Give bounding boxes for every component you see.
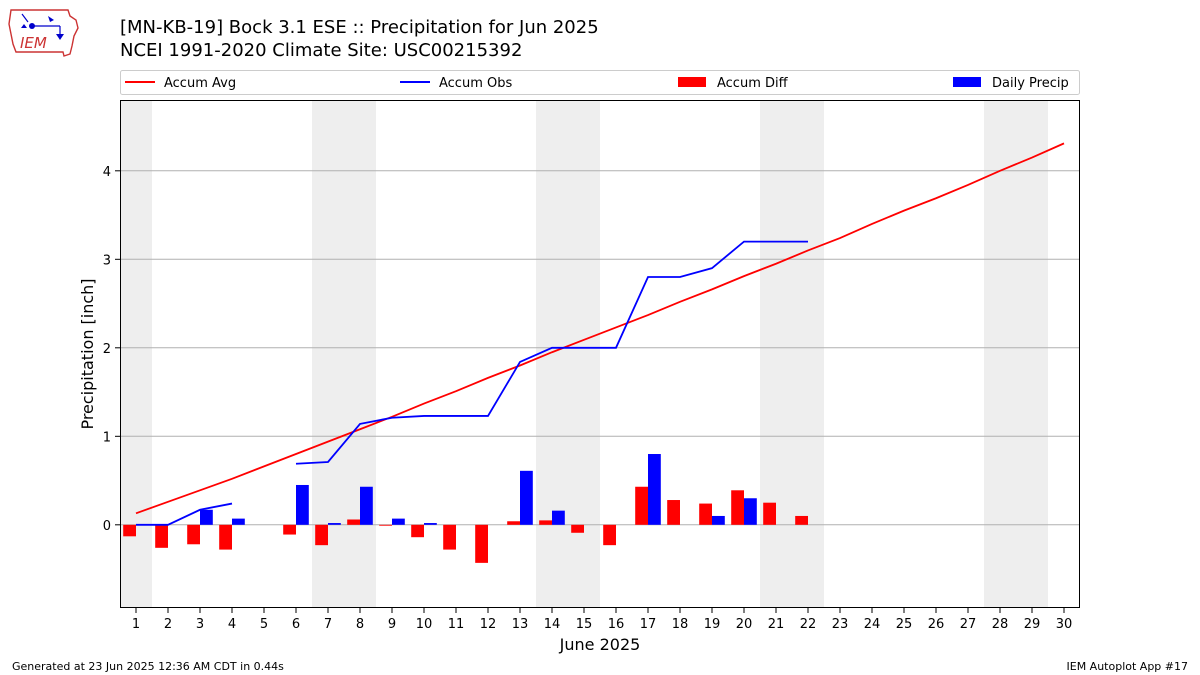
weekend-shade-day-14 <box>536 100 568 608</box>
x-tick-label-20: 20 <box>736 617 753 632</box>
weekend-shade-day-21 <box>760 100 792 608</box>
accum-diff-bar-day-8 <box>347 519 360 525</box>
accum-diff-bar-day-7 <box>315 524 328 546</box>
x-tick-label-28: 28 <box>992 617 1009 632</box>
weekend-shade-day-29 <box>1016 100 1048 608</box>
x-tick-label-25: 25 <box>896 617 913 632</box>
x-tick-label-7: 7 <box>324 617 332 632</box>
weekend-shade-day-15 <box>568 100 600 608</box>
legend-label-daily-precip: Daily Precip <box>992 76 1069 91</box>
y-tick-label-3: 3 <box>103 253 111 268</box>
daily-precip-bar-day-6 <box>296 484 309 525</box>
daily-precip-bar-day-19 <box>712 515 725 525</box>
accum-diff-bar-day-10 <box>411 524 424 538</box>
x-tick-label-27: 27 <box>960 617 977 632</box>
x-tick-label-18: 18 <box>672 617 689 632</box>
accum-diff-bar-day-19 <box>699 503 712 525</box>
daily-precip-bar-day-10 <box>424 523 437 525</box>
accum-obs-line-segment-1 <box>136 502 233 526</box>
x-tick-label-30: 30 <box>1056 617 1073 632</box>
accum-avg-line <box>135 142 1065 515</box>
x-tick-label-15: 15 <box>576 617 593 632</box>
x-tick-label-2: 2 <box>164 617 172 632</box>
x-tick-label-24: 24 <box>864 617 881 632</box>
x-tick-label-21: 21 <box>768 617 785 632</box>
iem-logo: IEM <box>8 6 80 60</box>
weekend-shade-day-1 <box>120 100 152 608</box>
daily-precip-bar-day-3 <box>200 509 213 525</box>
daily-precip-bar-day-14 <box>552 510 565 525</box>
plot-frame <box>120 100 1080 608</box>
daily-precip-bar-day-20 <box>744 498 757 525</box>
weekend-shade-day-8 <box>344 100 376 608</box>
daily-precip-bar-day-9 <box>392 518 405 525</box>
accum-diff-bar-day-1 <box>123 524 136 537</box>
x-tick-label-14: 14 <box>544 617 561 632</box>
x-tick-label-5: 5 <box>260 617 268 632</box>
x-tick-label-16: 16 <box>608 617 625 632</box>
chart-title: [MN-KB-19] Bock 3.1 ESE :: Precipitation… <box>120 17 599 38</box>
autoplot-app-label: IEM Autoplot App #17 <box>1066 660 1189 673</box>
generated-timestamp: Generated at 23 Jun 2025 12:36 AM CDT in… <box>12 660 284 673</box>
y-axis-label: Precipitation [inch] <box>78 278 97 429</box>
accum-diff-bar-day-16 <box>603 524 616 546</box>
accum-diff-bar-day-17 <box>635 486 648 525</box>
x-tick-label-3: 3 <box>196 617 204 632</box>
accum-diff-bar-day-4 <box>219 524 232 550</box>
y-tick-label-2: 2 <box>103 342 111 357</box>
y-tick-label-1: 1 <box>103 430 111 445</box>
legend-box <box>120 70 1080 95</box>
weekend-shade-day-28 <box>984 100 1016 608</box>
x-tick-label-13: 13 <box>512 617 529 632</box>
legend-label-accum-diff: Accum Diff <box>717 76 789 91</box>
weekend-shade-day-22 <box>792 100 824 608</box>
accum-diff-bar-day-18 <box>667 500 680 525</box>
accum-diff-bar-day-21 <box>763 502 776 525</box>
accum-diff-bar-day-3 <box>187 524 200 545</box>
accum-diff-bar-day-9 <box>379 524 392 526</box>
x-tick-label-22: 22 <box>800 617 817 632</box>
accum-diff-bar-day-13 <box>507 521 520 525</box>
accum-diff-bar-day-6 <box>283 524 296 535</box>
accum-diff-bar-day-12 <box>475 524 488 563</box>
chart-subtitle: NCEI 1991-2020 Climate Site: USC00215392 <box>120 40 523 61</box>
iowa-state-outline-with-weather-instruments-icon: IEM <box>8 9 79 57</box>
y-tick-label-4: 4 <box>103 165 111 180</box>
daily-precip-bar-day-7 <box>328 523 341 525</box>
x-tick-label-4: 4 <box>228 617 236 632</box>
accum-diff-bar-day-11 <box>443 524 456 550</box>
daily-precip-bar-day-4 <box>232 518 245 525</box>
x-tick-label-9: 9 <box>388 617 396 632</box>
accum-diff-bar-day-22 <box>795 515 808 525</box>
x-tick-label-26: 26 <box>928 617 945 632</box>
x-tick-label-12: 12 <box>480 617 497 632</box>
accum-diff-bar-day-14 <box>539 520 552 525</box>
y-tick-label-0: 0 <box>103 519 111 534</box>
x-tick-label-8: 8 <box>356 617 364 632</box>
x-tick-label-10: 10 <box>416 617 433 632</box>
accum-obs-line-segment-2 <box>295 240 808 465</box>
x-tick-label-17: 17 <box>640 617 657 632</box>
x-tick-label-11: 11 <box>448 617 465 632</box>
accum-diff-bar-day-15 <box>571 524 584 533</box>
legend-swatch-daily-precip <box>953 77 981 87</box>
x-tick-label-23: 23 <box>832 617 849 632</box>
x-tick-label-19: 19 <box>704 617 721 632</box>
legend-label-accum-avg: Accum Avg <box>164 76 236 91</box>
logo-text: IEM <box>20 34 47 52</box>
legend-swatch-accum-diff <box>678 77 706 87</box>
x-tick-label-6: 6 <box>292 617 300 632</box>
x-tick-label-1: 1 <box>132 617 140 632</box>
x-axis-label: June 2025 <box>559 635 641 654</box>
daily-precip-bar-day-8 <box>360 486 373 525</box>
accum-diff-bar-day-20 <box>731 490 744 525</box>
daily-precip-bar-day-13 <box>520 470 533 525</box>
legend-label-accum-obs: Accum Obs <box>439 76 512 91</box>
daily-precip-bar-day-17 <box>648 454 661 525</box>
accum-diff-bar-day-2 <box>155 524 168 548</box>
x-tick-label-29: 29 <box>1024 617 1041 632</box>
